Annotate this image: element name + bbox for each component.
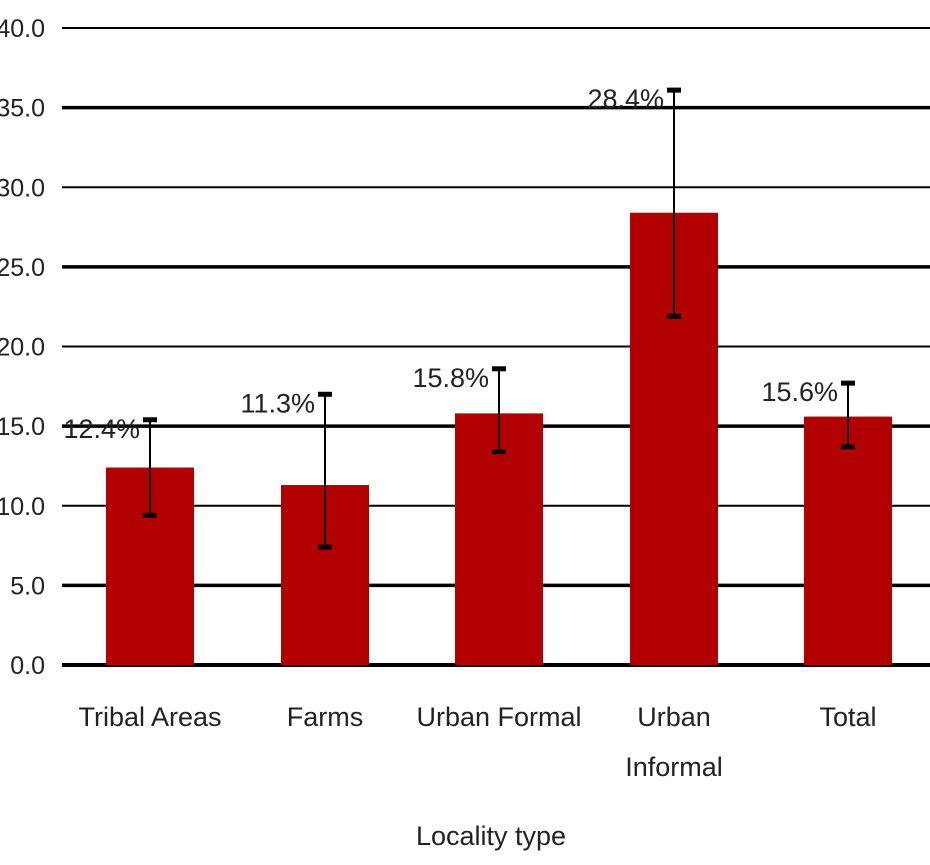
y-tick-label: 15.0 xyxy=(0,413,45,441)
data-label: 28.4% xyxy=(587,84,664,114)
error-bar xyxy=(318,391,332,550)
y-tick-label: 25.0 xyxy=(0,254,45,282)
x-axis-category-labels: Tribal Areas Farms Urban Formal Urban Inform… xyxy=(78,702,876,782)
error-bar xyxy=(492,366,506,455)
bar xyxy=(455,413,543,665)
error-bar xyxy=(143,417,157,518)
y-tick-label: 5.0 xyxy=(10,572,45,600)
y-axis-tick-labels: 0.0 5.0 10.0 15.0 20.0 25.0 30.0 35.0 40.0 xyxy=(0,15,45,680)
y-tick-label: 30.0 xyxy=(0,174,45,202)
data-label: 11.3% xyxy=(240,388,315,418)
y-tick-label: 20.0 xyxy=(0,334,45,362)
data-label: 12.4% xyxy=(63,414,140,444)
data-labels: 12.4% 11.3% 15.8% 28.4% 15.6% xyxy=(63,84,838,444)
error-bar xyxy=(667,87,681,319)
x-category-label: Informal xyxy=(625,752,723,782)
error-bar xyxy=(841,380,855,450)
x-category-label: Urban Formal xyxy=(416,702,581,732)
bar xyxy=(804,416,892,665)
x-category-label: Urban xyxy=(637,702,711,732)
x-category-label: Tribal Areas xyxy=(78,702,221,732)
y-tick-label: 35.0 xyxy=(0,95,45,123)
y-tick-label: 40.0 xyxy=(0,15,45,43)
error-bars xyxy=(143,87,855,550)
x-category-label: Total xyxy=(819,702,876,732)
data-label: 15.6% xyxy=(761,377,838,407)
y-tick-label: 0.0 xyxy=(10,652,45,680)
x-category-label: Farms xyxy=(287,702,364,732)
gridlines xyxy=(62,27,930,667)
y-tick-label: 10.0 xyxy=(0,493,45,521)
data-label: 15.8% xyxy=(412,363,489,393)
x-axis-title: Locality type xyxy=(416,821,566,851)
